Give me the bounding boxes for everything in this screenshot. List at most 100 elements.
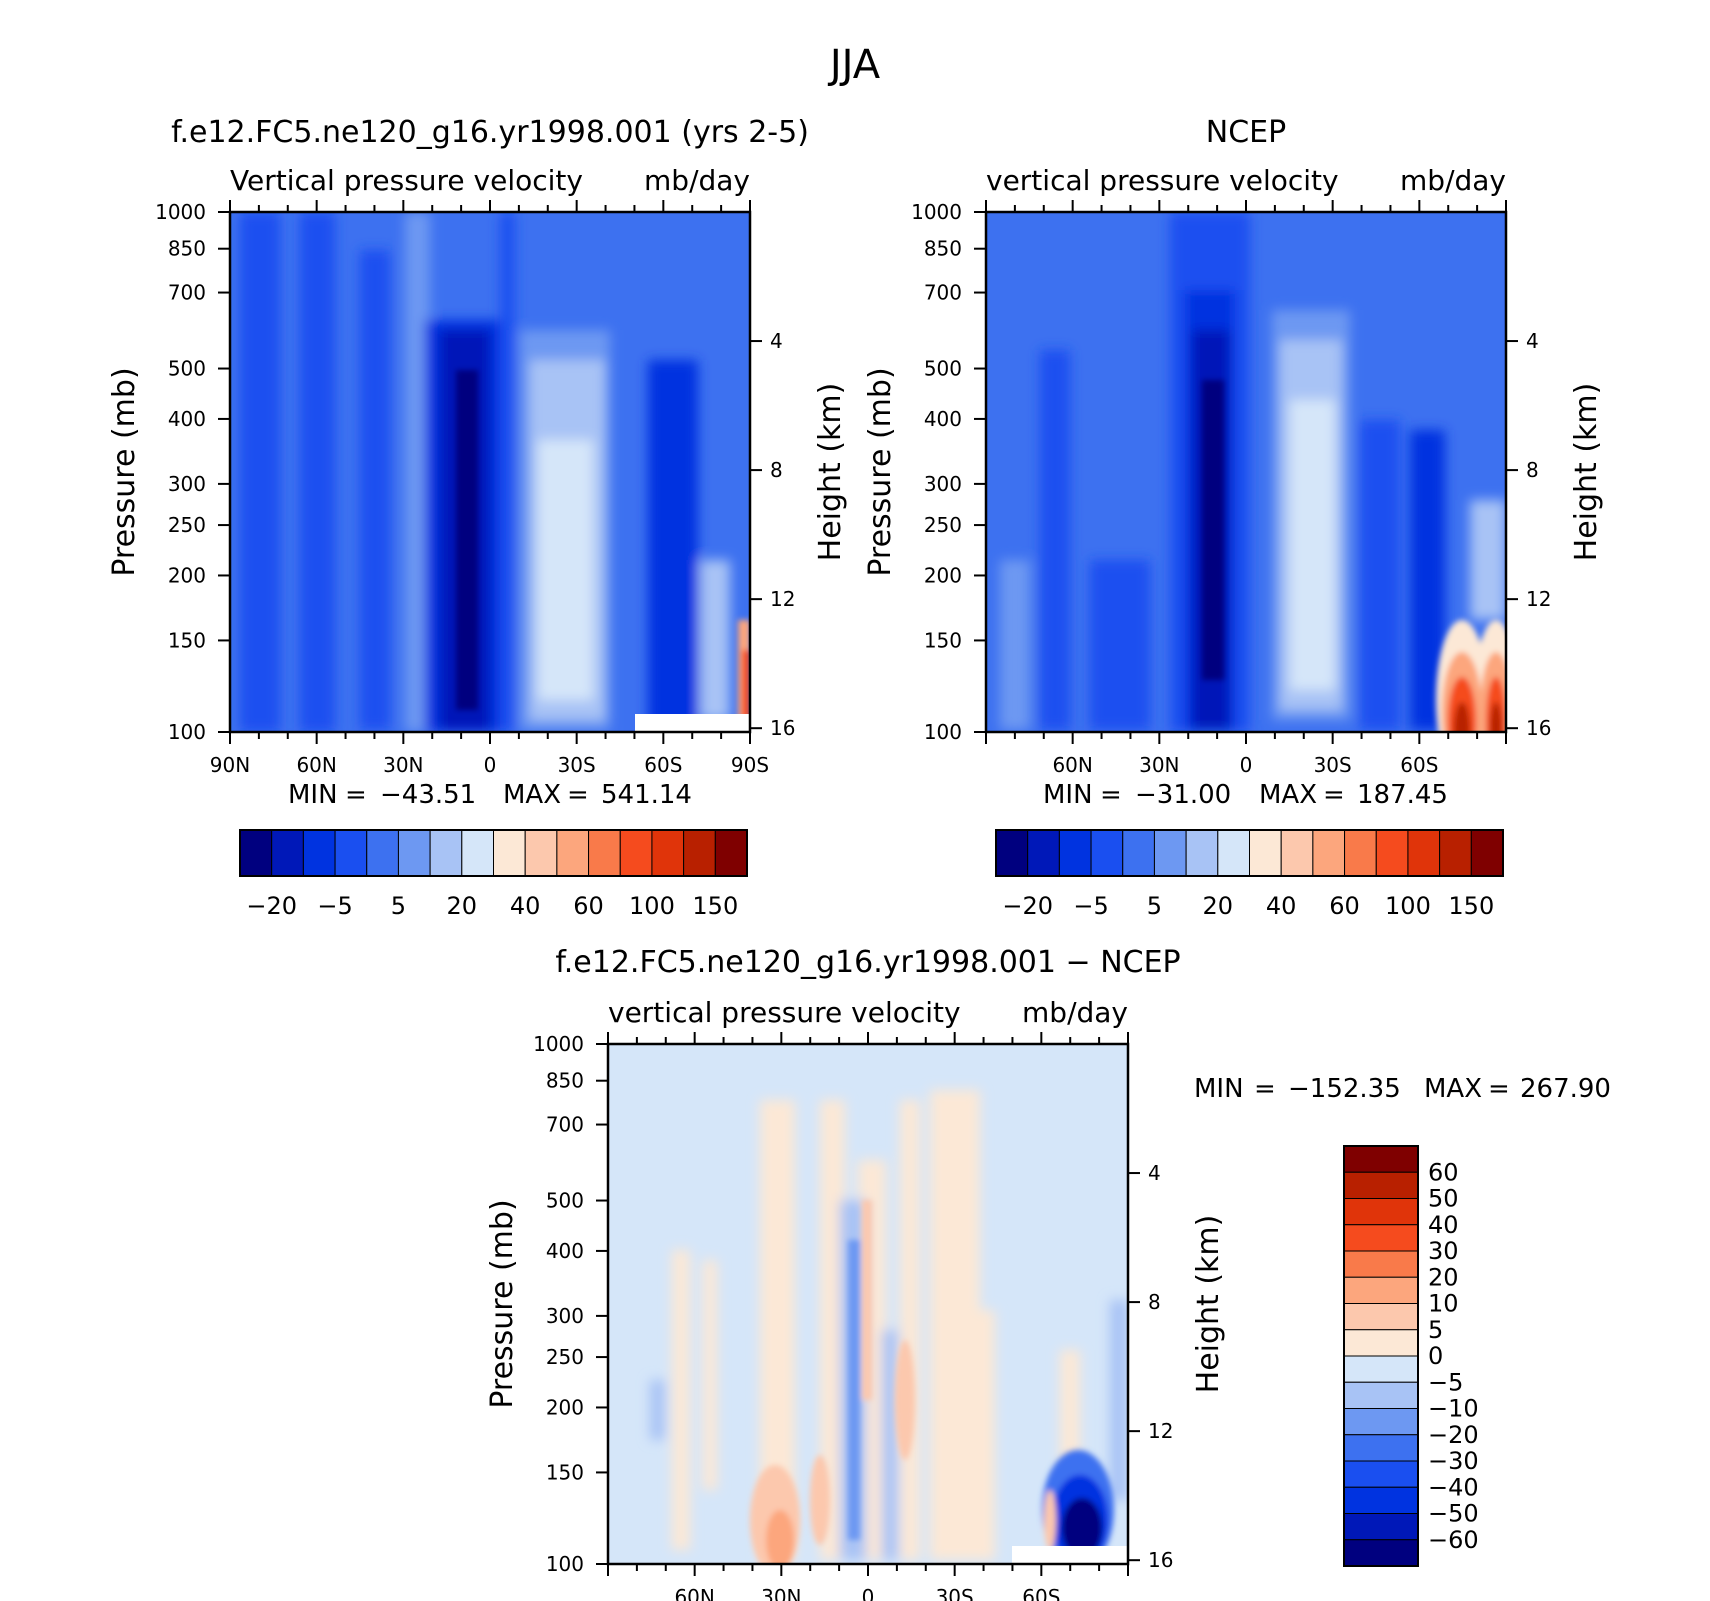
left-axis: 100 150 200 250 300 400 500 700 850 1000 (155, 200, 230, 744)
field-band (703, 1260, 717, 1490)
colorbar-label: −10 (1428, 1395, 1479, 1423)
y-tick-label: 150 (546, 1460, 584, 1484)
heatmap-field (230, 212, 750, 732)
colorbar-swatch (1090, 829, 1124, 877)
min-value: −152.35 (1288, 1074, 1401, 1104)
x-tick-label: 0 (484, 753, 497, 777)
colorbar-label: −20 (246, 892, 297, 920)
colorbar-label: 5 (391, 892, 406, 920)
colorbar-label: 100 (1385, 892, 1431, 920)
colorbar-label: −5 (317, 892, 352, 920)
colorbar-swatch (1312, 829, 1346, 877)
min-label: MIN (1194, 1074, 1244, 1104)
x-tick-label: 30S (558, 753, 596, 777)
colorbar-label: 100 (629, 892, 675, 920)
colorbar-label: 60 (1428, 1158, 1459, 1186)
colorbar-swatch (995, 829, 1029, 877)
panel-subtitle-right: mb/day (1022, 996, 1128, 1029)
max-equals: = (1323, 780, 1345, 810)
colorbar-swatch (1343, 1329, 1419, 1357)
y-tick-label: 200 (924, 563, 962, 587)
x-tick-label: 60N (296, 753, 336, 777)
field-band (1470, 500, 1506, 620)
panel-subtitle-left: vertical pressure velocity (986, 164, 1339, 197)
colorbar-label: 40 (1266, 892, 1297, 920)
y-tick-label: 300 (924, 472, 962, 496)
colorbar-label: 60 (573, 892, 604, 920)
max-equals: = (1488, 1074, 1510, 1104)
colorbar-swatch (1343, 1355, 1419, 1383)
min-equals: = (1100, 780, 1122, 810)
field-band (672, 1250, 690, 1550)
field-blob (1044, 1490, 1056, 1550)
bottom-axis: 60N 30N 0 30S 60S (607, 1032, 1129, 1601)
x-tick-label: 0 (1240, 753, 1253, 777)
field-band (862, 1200, 872, 1400)
x-tick-label: 60S (644, 753, 682, 777)
colorbar-label: −5 (1428, 1368, 1463, 1396)
colorbar-swatch (1122, 829, 1155, 877)
x-tick-label: 60N (674, 1585, 714, 1601)
y-tick-label: 100 (924, 720, 962, 744)
colorbar-label: 20 (447, 892, 478, 920)
colorbar-swatch (1217, 829, 1250, 877)
colorbar-swatch (1343, 1513, 1419, 1541)
y-right-tick-label: 4 (1526, 329, 1539, 353)
max-label: MAX (503, 780, 561, 810)
missing-data-patch (635, 714, 750, 732)
colorbar-frame (1343, 1145, 1419, 1567)
y-tick-label: 500 (924, 357, 962, 381)
x-tick-label: 60S (1400, 753, 1438, 777)
field-blob (1062, 1498, 1102, 1558)
colorbar-swatch (588, 829, 621, 877)
y-tick-label: 300 (168, 472, 206, 496)
colorbar-swatch (1343, 1303, 1419, 1331)
colorbar-swatch (1185, 829, 1219, 877)
max-value: 267.90 (1520, 1074, 1611, 1104)
colorbar-swatch (1343, 1408, 1419, 1436)
x-tick-label: 60N (1052, 753, 1092, 777)
colorbar-label: 40 (1428, 1211, 1459, 1239)
colorbar-label: 10 (1428, 1290, 1459, 1318)
y-tick-label: 400 (546, 1239, 584, 1263)
colorbar-swatch (1344, 829, 1377, 877)
y-right-tick-label: 16 (770, 716, 795, 740)
y-tick-label: 850 (924, 237, 962, 261)
colorbar-label: 150 (1448, 892, 1494, 920)
field-blob (1454, 702, 1470, 732)
y-right-tick-label: 4 (1148, 1161, 1161, 1185)
x-tick-label: 90N (210, 753, 250, 777)
figure-title: JJA (827, 42, 881, 88)
left-axis: 100 150 200 250 300 400 500 700 850 1000 (911, 200, 986, 744)
panel-difference: f.e12.FC5.ne120_g16.yr1998.001 − NCEP ve… (485, 945, 1611, 1601)
bottom-axis: 90N 60N 30N 0 30S 60S 90S (210, 200, 769, 777)
x-tick-label: 30N (761, 1585, 801, 1601)
colorbar-label: −20 (1002, 892, 1053, 920)
y-axis-label: Pressure (mb) (107, 367, 142, 576)
y-right-tick-label: 16 (1148, 1548, 1173, 1572)
field-band (742, 650, 750, 720)
panel-subtitle-right: mb/day (1400, 164, 1506, 197)
colorbar-swatch (651, 829, 685, 877)
colorbar-swatch (1343, 1276, 1419, 1304)
field-band (1202, 380, 1224, 680)
field-band (456, 370, 478, 710)
panel-subtitle-right: mb/day (644, 164, 750, 197)
field-band (500, 212, 515, 732)
stats-line: MIN = −31.00 MAX = 187.45 (1043, 780, 1448, 810)
field-band (848, 1240, 860, 1540)
y-tick-label: 400 (924, 407, 962, 431)
colorbar-label: −50 (1428, 1500, 1479, 1528)
y-right-tick-label: 12 (1526, 587, 1551, 611)
colorbar-swatch (1343, 1460, 1419, 1488)
y-tick-label: 400 (168, 407, 206, 431)
y-tick-label: 700 (924, 281, 962, 305)
colorbar-label: 5 (1147, 892, 1162, 920)
min-equals: = (1254, 1074, 1276, 1104)
y-tick-label: 150 (924, 628, 962, 652)
field-band (700, 560, 730, 720)
colorbar-swatch (1343, 1250, 1419, 1278)
x-tick-label: 60S (1022, 1585, 1060, 1601)
colorbar-swatch (1375, 829, 1409, 877)
